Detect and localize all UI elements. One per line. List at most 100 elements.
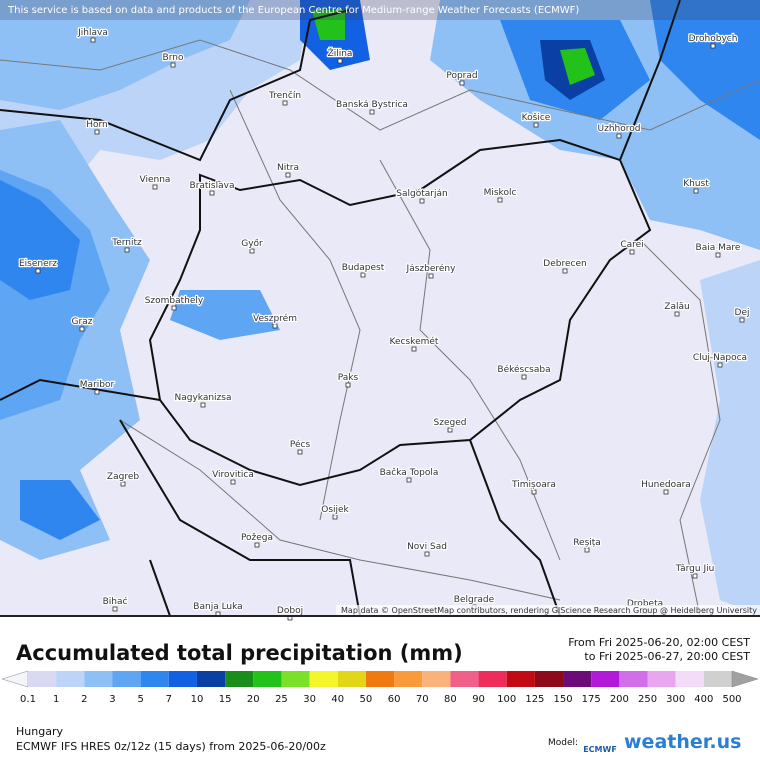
legend-label: 30 [303,694,316,705]
legend-label: 3 [109,694,115,705]
precip-areas [0,0,760,616]
city-label: Cluj-Napoca [693,353,747,363]
city-labels: Jihlava Brno Žilina Poprad Drohobych Trenčín B… [18,27,751,621]
city-label: Trenčín [268,90,301,101]
legend-label: 1 [53,694,59,705]
city-marker [94,389,100,395]
legend-label: 20 [247,694,260,705]
city-marker [112,606,118,612]
city-label: Graz [72,317,93,327]
legend-swatch [225,671,254,687]
city-marker [230,479,236,485]
city-label: Uzhhorod [598,124,641,134]
city-marker [428,273,434,279]
legend-label: 50 [360,694,373,705]
city-label: Veszprém [253,313,297,324]
city-label: Belgrade [454,595,495,605]
legend-swatch [394,671,423,687]
legend-swatch [253,671,282,687]
legend-label: 2 [81,694,87,705]
region-name: Hungary [16,725,63,738]
legend-swatch [56,671,85,687]
city-marker [629,249,635,255]
legend-label: 125 [525,694,544,705]
city-label: Horn [86,120,108,130]
map-attribution: Map data © OpenStreetMap contributors, r… [341,606,757,615]
city-label: Drohobych [689,34,738,44]
legend-swatch [563,671,592,687]
model-label: Model: [548,738,578,748]
legend-swatch [112,671,141,687]
legend-label: 5 [137,694,143,705]
city-marker [693,188,699,194]
city-label: Osijek [321,505,349,515]
city-marker [692,573,698,579]
model-logo: ECMWF [583,745,617,754]
city-label: Szeged [434,418,467,428]
brand-logo[interactable]: weather.us [624,731,741,753]
city-marker [715,252,721,258]
legend-swatch [168,671,197,687]
city-marker [533,122,539,128]
map-title: Accumulated total precipitation (mm) [16,641,463,665]
city-marker [739,317,745,323]
legend-swatch [309,671,338,687]
city-label: Maribor [80,380,115,390]
city-marker [531,489,537,495]
legend-swatch [140,671,169,687]
city-label: Poprad [446,71,477,81]
city-label: Pécs [290,439,311,450]
legend-label: 70 [416,694,429,705]
city-label: Hunedoara [641,480,691,490]
city-marker [674,311,680,317]
city-marker [124,247,130,253]
legend-label: 400 [694,694,713,705]
color-legend: 0.1 1 2 3 5 7 10 15 20 25 30 40 50 60 70 80 90 100 125 150 1… [1,670,759,705]
city-label: Zagreb [107,472,139,482]
city-marker [282,100,288,106]
city-label: Brno [163,53,184,63]
legend-label: 10 [191,694,204,705]
city-marker [360,272,366,278]
city-marker [272,323,278,329]
city-label: Khust [683,179,709,189]
legend-label: 60 [388,694,401,705]
legend-label: 80 [444,694,457,705]
city-label: Târgu Jiu [675,564,715,574]
city-label: Jihlava [77,28,108,38]
city-label: Baia Mare [696,243,741,253]
city-label: Doboj [277,606,303,616]
city-marker [584,547,590,553]
city-marker [497,197,503,203]
city-label: Debrecen [543,259,586,269]
legend-label: 40 [331,694,344,705]
city-label: Miskolc [484,188,517,198]
city-label: Budapest [342,263,385,273]
city-label: Zalău [664,302,689,312]
legend-label: 0.1 [20,694,36,705]
city-marker [710,43,716,49]
city-marker [411,346,417,352]
city-label: Nagykanizsa [175,393,232,403]
footer: Accumulated total precipitation (mm) Fro… [1,636,759,754]
city-label: Békéscsaba [497,364,550,375]
country-borders [0,0,681,617]
region-borders [0,39,760,617]
legend-swatch [675,671,704,687]
city-label: Ternitz [111,238,142,248]
city-marker [369,109,375,115]
legend-swatch [450,671,479,687]
city-marker [79,326,85,332]
city-marker [90,37,96,43]
legend-label: 150 [553,694,572,705]
city-label: Vienna [140,175,171,185]
city-marker [35,268,41,274]
legend-label: 25 [275,694,288,705]
city-label: Kecskemét [390,336,439,347]
city-label: Bihać [103,596,128,607]
legend-swatch [478,671,507,687]
city-label: Banská Bystrica [336,100,408,110]
legend-swatch [506,671,535,687]
city-marker [249,248,255,254]
